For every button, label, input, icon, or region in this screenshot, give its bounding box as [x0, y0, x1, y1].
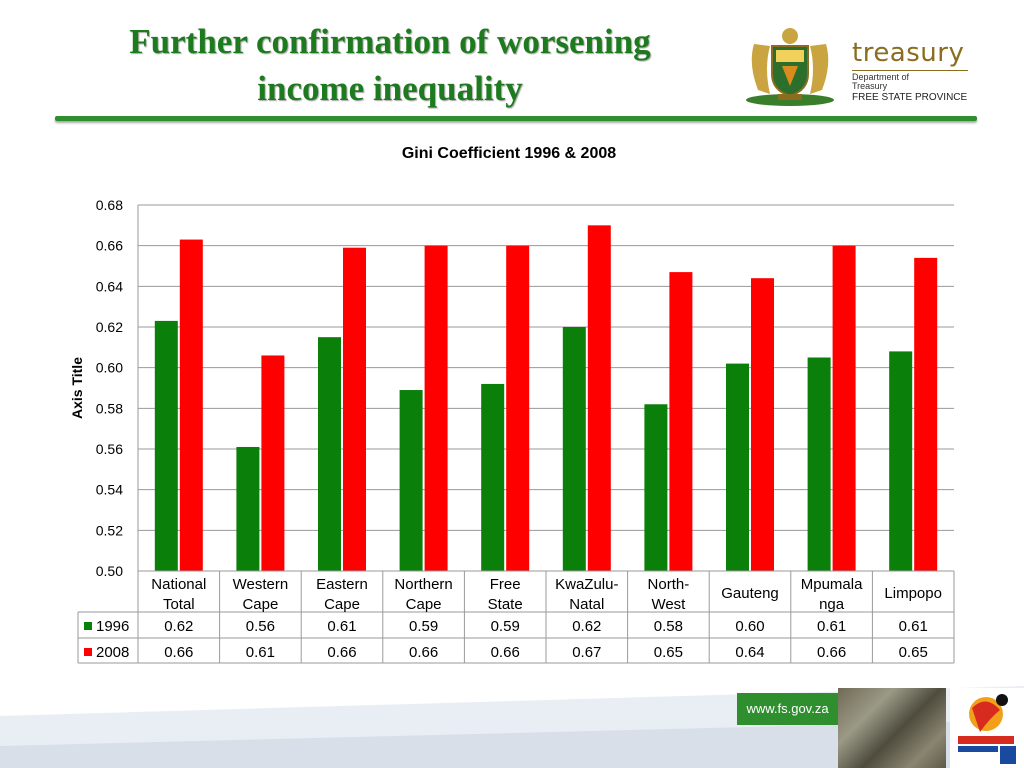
title-underline: [55, 116, 977, 121]
bar-1996-1: [236, 446, 260, 571]
bar-2008-8: [832, 245, 856, 571]
category-label: Limpopo: [884, 585, 942, 602]
chart-title: Gini Coefficient 1996 & 2008: [402, 145, 616, 162]
category-label: West: [651, 596, 686, 613]
data-table: National Total Western Cape Eastern Cape North…: [77, 570, 955, 664]
data-label: 0.62: [164, 618, 193, 635]
category-label: nga: [819, 596, 845, 613]
chart-bars: [154, 225, 938, 572]
bar-2008-3: [424, 245, 448, 571]
bar-1996-9: [889, 351, 913, 571]
category-label: Western: [233, 576, 289, 593]
y-tick-label: 0.60: [96, 360, 123, 376]
category-label: Northern: [394, 576, 452, 593]
slide-title-line1: Further confirmation of worsening: [129, 22, 651, 61]
legend-swatch-1996: [84, 622, 92, 630]
slide-title-line2: income inequality: [257, 69, 523, 108]
data-label: 0.61: [817, 618, 846, 635]
category-label: Cape: [406, 596, 442, 613]
logo-divider: [852, 70, 968, 71]
y-tick-label: 0.52: [96, 522, 123, 538]
y-axis-ticks: 0.50 0.52 0.54 0.56 0.58 0.60 0.62 0.64 0.66 0.68: [96, 197, 123, 579]
category-label: Gauteng: [721, 585, 779, 602]
data-label: 0.66: [409, 644, 438, 661]
data-label: 0.64: [735, 644, 764, 661]
legend-label: 1996: [96, 618, 129, 635]
y-tick-label: 0.68: [96, 197, 123, 213]
data-label: 0.61: [246, 644, 275, 661]
bar-1996-0: [154, 320, 178, 571]
logo-department-line1: Department of: [852, 72, 910, 82]
bar-2008-6: [669, 272, 693, 571]
logo-treasury-word: treasury: [852, 38, 965, 68]
data-label: 0.60: [735, 618, 764, 635]
bar-2008-9: [914, 257, 938, 571]
category-label: Cape: [242, 596, 278, 613]
bar-1996-6: [644, 404, 668, 571]
y-tick-label: 0.56: [96, 441, 123, 457]
gini-bar-chart: Gini Coefficient 1996 & 2008 Axis Title …: [69, 145, 955, 664]
y-axis-title: Axis Title: [69, 357, 85, 419]
data-label: 0.61: [899, 618, 928, 635]
category-label: KwaZulu-: [555, 576, 618, 593]
bar-2008-1: [261, 355, 285, 571]
data-label: 0.66: [817, 644, 846, 661]
y-tick-label: 0.66: [96, 238, 123, 254]
category-label: Mpumala: [801, 576, 863, 593]
logo-department: Department of Treasury: [852, 73, 909, 91]
bar-1996-8: [807, 357, 831, 571]
bar-1996-5: [562, 327, 586, 571]
data-label: 0.65: [654, 644, 683, 661]
logo-department-line2: Treasury: [852, 81, 888, 91]
y-tick-label: 0.54: [96, 482, 123, 498]
y-tick-label: 0.62: [96, 319, 123, 335]
data-label: 0.66: [491, 644, 520, 661]
bar-2008-4: [506, 245, 530, 571]
category-label: North-: [648, 576, 690, 593]
data-label: 0.56: [246, 618, 275, 635]
y-tick-label: 0.64: [96, 278, 123, 294]
category-label: National: [151, 576, 206, 593]
y-tick-label: 0.58: [96, 400, 123, 416]
data-label: 0.61: [327, 618, 356, 635]
world-cup-logo-icon: [950, 688, 1024, 768]
bar-2008-0: [179, 239, 203, 572]
stadium-photo: [838, 688, 946, 768]
data-label: 0.59: [409, 618, 438, 635]
bar-2008-5: [587, 225, 611, 571]
data-label: 0.67: [572, 644, 601, 661]
treasury-logo: treasury Department of Treasury FREE STA…: [740, 24, 980, 108]
category-label: Cape: [324, 596, 360, 613]
data-label: 0.58: [654, 618, 683, 635]
bar-2008-2: [343, 247, 366, 571]
data-label: 0.66: [164, 644, 193, 661]
category-label: Total: [163, 596, 195, 613]
slide-title: Further confirmation of worsening income…: [60, 18, 720, 112]
legend-swatch-2008: [84, 648, 92, 656]
data-label: 0.59: [491, 618, 520, 635]
legend-label: 2008: [96, 644, 129, 661]
category-label: Natal: [569, 596, 604, 613]
bar-1996-7: [726, 363, 749, 571]
category-label: Free: [490, 576, 521, 593]
data-label: 0.62: [572, 618, 601, 635]
chart-gridlines: [137, 204, 954, 572]
bar-2008-7: [751, 278, 774, 571]
coat-of-arms-icon: [746, 28, 834, 106]
footer-url[interactable]: www.fs.gov.za: [737, 693, 838, 725]
y-tick-label: 0.50: [96, 563, 123, 579]
bar-1996-3: [399, 390, 423, 571]
category-label: State: [488, 596, 523, 613]
data-label: 0.65: [899, 644, 928, 661]
bar-1996-4: [481, 383, 505, 571]
data-label: 0.66: [327, 644, 356, 661]
bar-1996-2: [318, 337, 341, 571]
category-label: Eastern: [316, 576, 368, 593]
logo-province: FREE STATE PROVINCE: [852, 92, 968, 103]
